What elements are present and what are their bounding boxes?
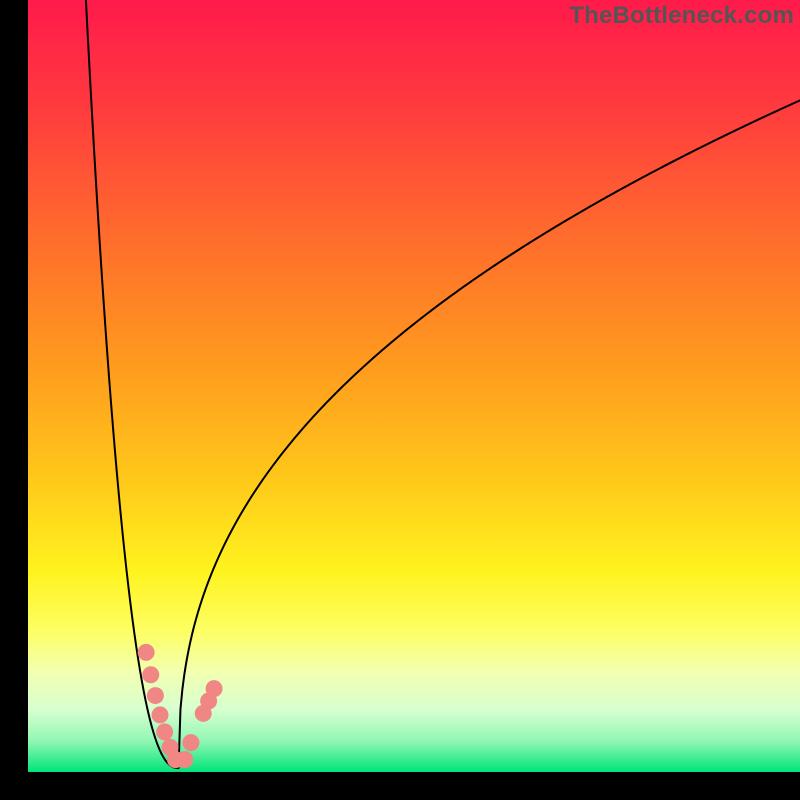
curve-marker [176,751,193,768]
curve-marker [206,680,223,697]
curve-marker [138,644,155,661]
curve-marker [147,687,164,704]
watermark-text: TheBottleneck.com [569,2,794,30]
curve-marker [156,723,173,740]
curve-marker [152,706,169,723]
curve-marker [182,734,199,751]
plot-area [28,0,800,772]
curve-marker [142,666,159,683]
bottleneck-chart-svg [28,0,800,772]
chart-stage: TheBottleneck.com [0,0,800,800]
